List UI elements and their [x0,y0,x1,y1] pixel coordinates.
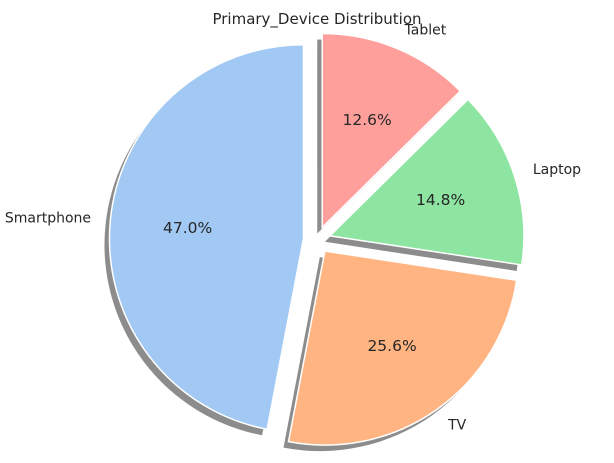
category-label-smartphone: Smartphone [5,211,91,227]
pct-label-tv: 25.6% [367,337,416,355]
label-layer: 12.6% Tablet 14.8% Laptop 25.6% TV 47.0% Smartp… [5,23,581,434]
slice-layer [108,32,525,446]
pct-label-smartphone: 47.0% [163,219,212,237]
category-label-tv: TV [447,417,467,433]
pie-slice-tablet [321,32,462,230]
pie-slice-laptop [328,98,525,266]
pie-slice-smartphone [108,43,305,431]
pct-label-tablet: 12.6% [342,111,391,129]
pct-label-laptop: 14.8% [416,191,465,209]
chart-title: Primary_Device Distribution [212,10,421,29]
category-label-laptop: Laptop [533,162,581,178]
category-label-tablet: Tablet [404,23,447,39]
pie-slice-tv [287,250,518,446]
